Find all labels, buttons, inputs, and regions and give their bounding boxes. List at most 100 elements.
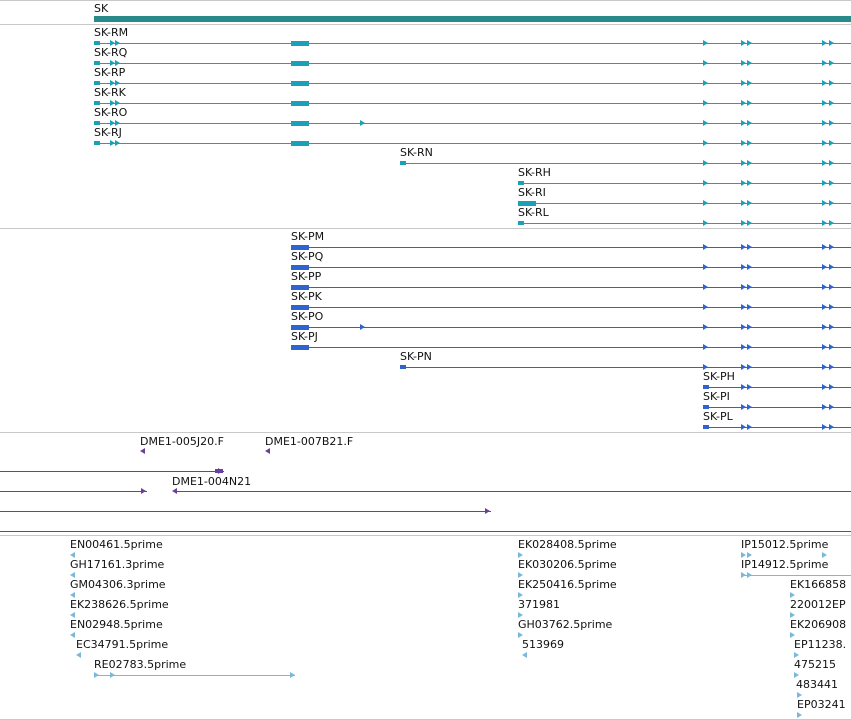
- est-label[interactable]: EN00461.5prime: [70, 538, 163, 551]
- exon-arrow: [741, 344, 746, 350]
- transcript-label[interactable]: SK-RL: [518, 206, 549, 219]
- intron-line: [291, 267, 851, 268]
- est-label[interactable]: RE02783.5prime: [94, 658, 187, 671]
- transcript-label[interactable]: SK-RO: [94, 106, 128, 119]
- exon-arrow: [703, 140, 708, 146]
- clone-label[interactable]: DME1-004N21: [172, 475, 252, 488]
- exon-arrow: [829, 180, 834, 186]
- est-label[interactable]: EK166858: [790, 578, 847, 591]
- est-label[interactable]: IP15012.5prime: [741, 538, 829, 551]
- transcript-label[interactable]: SK-PN: [400, 350, 432, 363]
- intron-line: [703, 407, 851, 408]
- exon-arrow: [747, 160, 752, 166]
- est-label[interactable]: EP11238.: [794, 638, 847, 651]
- est-label[interactable]: EK028408.5prime: [518, 538, 617, 551]
- est-label[interactable]: 371981: [518, 598, 560, 611]
- exon-arrow: [822, 552, 827, 558]
- est-label[interactable]: IP14912.5prime: [741, 558, 829, 571]
- est-label[interactable]: 513969: [522, 638, 564, 651]
- exon-arrow: [829, 404, 834, 410]
- exon-arrow: [790, 592, 795, 598]
- exon-arrow: [703, 80, 708, 86]
- transcript-label[interactable]: SK-RP: [94, 66, 126, 79]
- transcript-label[interactable]: SK-RH: [518, 166, 551, 179]
- transcript-label[interactable]: SK-RQ: [94, 46, 128, 59]
- exon-arrow: [741, 324, 746, 330]
- exon-arrow: [703, 304, 708, 310]
- intron-line: [518, 183, 851, 184]
- transcript-label[interactable]: SK-PO: [291, 310, 324, 323]
- est-label[interactable]: EK250416.5prime: [518, 578, 617, 591]
- exon-arrow: [747, 264, 752, 270]
- est-label[interactable]: EC34791.5prime: [76, 638, 169, 651]
- est-label[interactable]: 483441: [796, 678, 838, 691]
- intron-line: [94, 43, 851, 44]
- transcript-label[interactable]: SK-PL: [703, 410, 733, 423]
- exon-arrow: [822, 200, 827, 206]
- intron-line: [703, 387, 851, 388]
- exon-arrow: [741, 264, 746, 270]
- transcript-label[interactable]: SK-PM: [291, 230, 325, 243]
- exon-arrow: [829, 140, 834, 146]
- est-label[interactable]: 475215: [794, 658, 836, 671]
- exon-arrow: [829, 80, 834, 86]
- exon-arrow: [741, 572, 746, 578]
- exon-arrow: [829, 324, 834, 330]
- exon-block: [291, 325, 309, 330]
- transcript-label[interactable]: SK-RJ: [94, 126, 122, 139]
- exon-arrow: [790, 612, 795, 618]
- clone-line: [0, 531, 851, 532]
- transcript-label[interactable]: SK-RK: [94, 86, 126, 99]
- exon-arrow: [790, 632, 795, 638]
- est-label[interactable]: EN02948.5prime: [70, 618, 163, 631]
- exon-arrow: [794, 652, 799, 658]
- exon-arrow: [747, 220, 752, 226]
- transcript-label[interactable]: SK-RM: [94, 26, 129, 39]
- exon-arrow: [822, 344, 827, 350]
- transcript-label[interactable]: SK-PP: [291, 270, 322, 283]
- exon-arrow: [110, 100, 115, 106]
- clone-end: [215, 469, 223, 473]
- exon-arrow: [360, 324, 365, 330]
- exon-block: [291, 61, 309, 66]
- transcript-label[interactable]: SK-PK: [291, 290, 322, 303]
- exon-arrow: [747, 100, 752, 106]
- transcript-label[interactable]: SK-PI: [703, 390, 730, 403]
- exon-arrow: [829, 304, 834, 310]
- est-label[interactable]: EK030206.5prime: [518, 558, 617, 571]
- exon-block: [291, 345, 309, 350]
- exon-arrow: [110, 80, 115, 86]
- transcript-label[interactable]: SK-PJ: [291, 330, 318, 343]
- exon-arrow: [485, 508, 490, 514]
- est-label[interactable]: GM04306.3prime: [70, 578, 166, 591]
- transcript-label[interactable]: SK-PQ: [291, 250, 324, 263]
- exon-arrow-left: [522, 652, 527, 658]
- clone-label[interactable]: DME1-007B21.F: [265, 435, 354, 448]
- exon-block: [291, 305, 309, 310]
- transcript-label[interactable]: SK-RN: [400, 146, 433, 159]
- clone-label[interactable]: DME1-005J20.F: [140, 435, 224, 448]
- exon-arrow: [747, 80, 752, 86]
- est-label[interactable]: EK206908: [790, 618, 847, 631]
- gene-bar[interactable]: [94, 16, 851, 22]
- est-line: [94, 675, 295, 676]
- est-label[interactable]: GH03762.5prime: [518, 618, 613, 631]
- transcript-label[interactable]: SK-PH: [703, 370, 735, 383]
- est-label[interactable]: 220012EP: [790, 598, 846, 611]
- exon-arrow: [741, 220, 746, 226]
- exon-arrow: [703, 284, 708, 290]
- exon-arrow: [829, 384, 834, 390]
- exon-arrow: [115, 60, 120, 66]
- exon-arrow: [822, 324, 827, 330]
- est-label[interactable]: EK238626.5prime: [70, 598, 169, 611]
- exon-arrow: [741, 284, 746, 290]
- est-label[interactable]: GH17161.3prime: [70, 558, 165, 571]
- exon-arrow-left: [70, 552, 75, 558]
- exon-arrow: [518, 592, 523, 598]
- est-label[interactable]: EP03241: [797, 698, 846, 711]
- clone-line: [0, 471, 224, 472]
- exon-arrow: [822, 160, 827, 166]
- transcript-label[interactable]: SK-RI: [518, 186, 546, 199]
- exon-arrow: [703, 40, 708, 46]
- exon-block: [291, 245, 309, 250]
